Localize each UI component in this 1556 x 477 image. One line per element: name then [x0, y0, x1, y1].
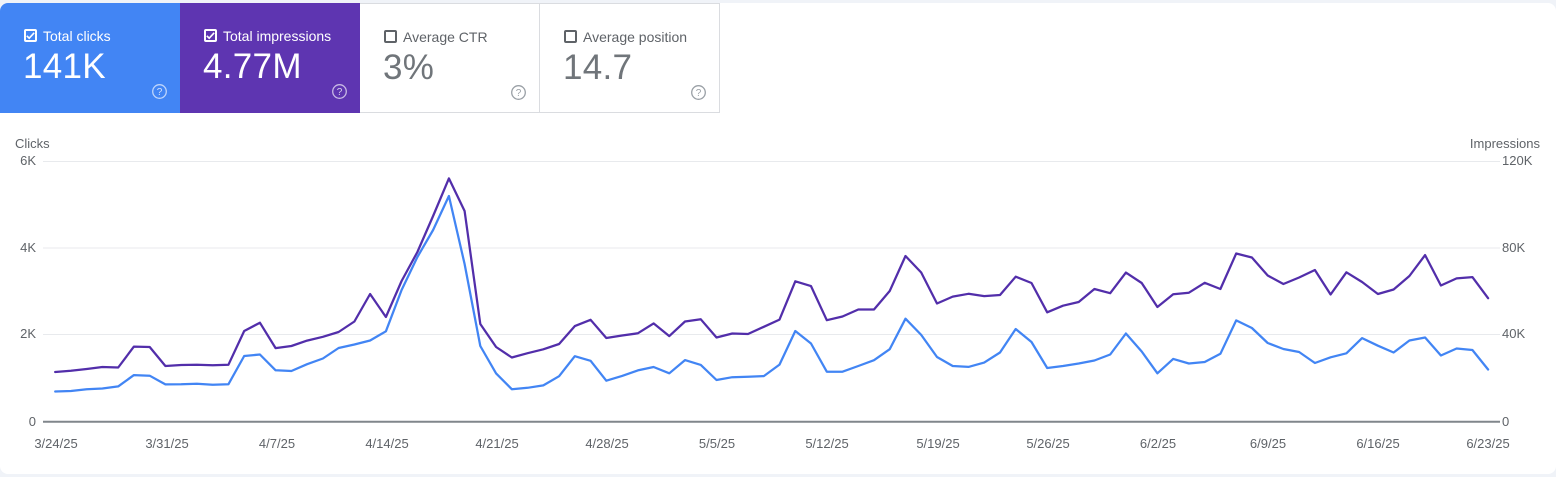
svg-text:?: ? [516, 88, 522, 99]
svg-text:?: ? [696, 88, 702, 99]
svg-text:?: ? [337, 87, 343, 98]
svg-text:?: ? [157, 87, 163, 98]
